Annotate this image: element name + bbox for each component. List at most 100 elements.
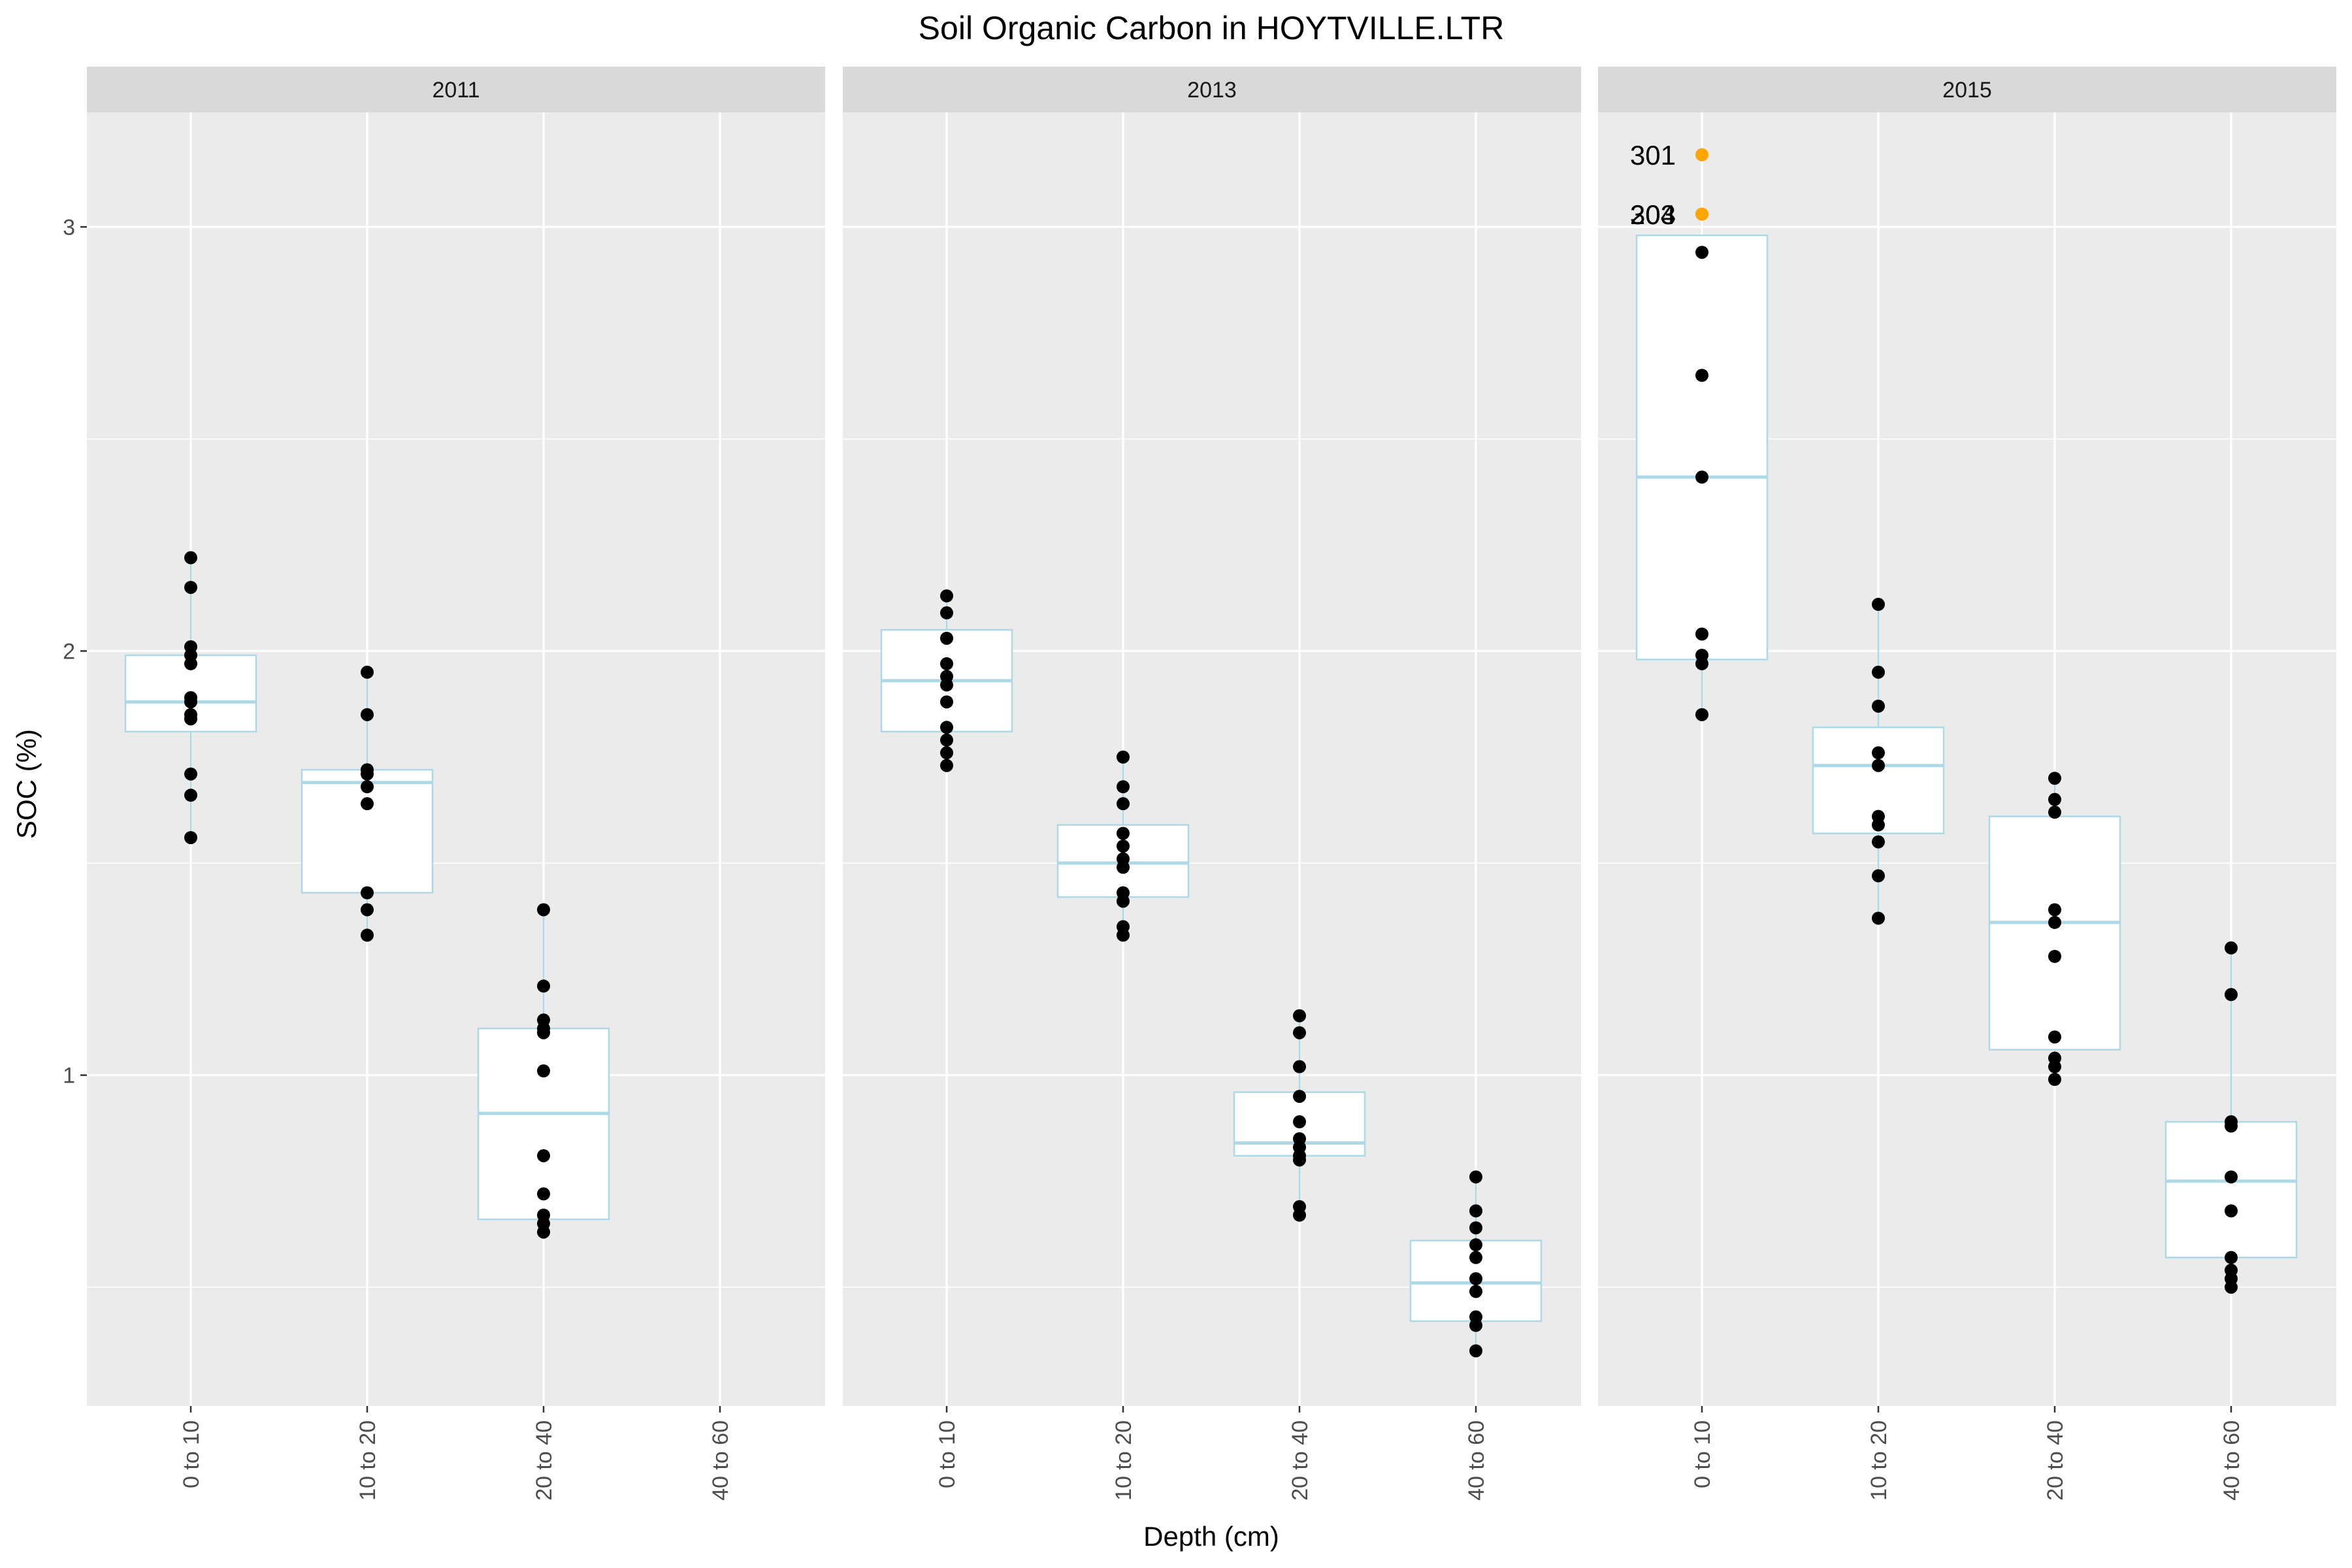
x-tick-label: 40 to 60	[708, 1420, 733, 1501]
data-point	[537, 1225, 550, 1239]
data-point	[184, 712, 197, 726]
data-point	[940, 606, 953, 620]
facet-strip-label: 2013	[1187, 78, 1237, 103]
data-point	[940, 733, 953, 747]
y-tick-label: 1	[63, 1064, 75, 1088]
data-point	[2048, 949, 2061, 963]
x-tick-label: 10 to 20	[1111, 1420, 1136, 1501]
data-point	[361, 708, 374, 721]
x-tick-label: 20 to 40	[532, 1420, 557, 1501]
x-tick-label: 20 to 40	[2043, 1420, 2068, 1501]
data-point	[1469, 1250, 1482, 1264]
data-point	[1293, 1090, 1306, 1103]
data-point	[1872, 699, 1885, 713]
data-point	[1117, 826, 1130, 840]
boxplot-20-to-40	[477, 903, 610, 1239]
outlier-label: 203	[1630, 199, 1676, 230]
data-point	[2048, 1060, 2061, 1073]
data-point	[1117, 860, 1130, 874]
facet-strip-label: 2011	[432, 78, 480, 103]
facet-panel-2011: 2011 0 to 10 10 to 20 20 to 40 40 to 60	[87, 67, 825, 1501]
boxplot-20-to-40	[1988, 772, 2121, 1086]
data-point	[1872, 759, 1885, 772]
data-point	[1117, 797, 1130, 811]
data-point	[940, 746, 953, 760]
data-point	[1469, 1221, 1482, 1235]
data-point	[537, 1149, 550, 1162]
data-point	[537, 979, 550, 993]
data-point	[940, 721, 953, 734]
data-point	[1695, 657, 1708, 670]
facet-panel-2013: 2013 0 to 10 10 to 20 20 to 40 40 to 60	[843, 67, 1581, 1501]
facet-strip-label: 2015	[1942, 78, 1992, 103]
x-tick-label: 20 to 40	[1288, 1420, 1313, 1501]
box-iqr	[1988, 815, 2121, 1051]
data-point	[1872, 835, 1885, 849]
data-point	[1293, 1060, 1306, 1073]
x-tick-label: 0 to 10	[1690, 1420, 1715, 1488]
data-point	[1293, 1115, 1306, 1129]
panel-background	[843, 112, 1581, 1406]
boxplot-40-to-60	[1409, 1170, 1543, 1358]
y-axis-title: SOC (%)	[11, 729, 42, 839]
y-tick-label: 3	[63, 215, 75, 240]
data-point	[184, 581, 197, 595]
boxplot-10-to-20	[1056, 750, 1190, 942]
data-point	[1469, 1272, 1482, 1286]
x-tick-label: 40 to 60	[1464, 1420, 1489, 1501]
data-point	[2048, 772, 2061, 785]
outlier-label: 301	[1630, 140, 1676, 171]
data-point	[361, 903, 374, 917]
data-point	[940, 631, 953, 645]
data-point	[1469, 1318, 1482, 1332]
data-point	[940, 657, 953, 670]
data-point	[1872, 665, 1885, 679]
data-point	[1293, 1153, 1306, 1167]
data-point	[1469, 1344, 1482, 1358]
boxplot-10-to-20	[1812, 598, 1945, 925]
facet-strip	[87, 67, 825, 112]
x-tick-label: 10 to 20	[355, 1420, 380, 1501]
data-point	[1293, 1009, 1306, 1022]
data-point	[2225, 988, 2238, 1002]
facet-strip	[843, 67, 1581, 112]
data-point	[537, 1026, 550, 1039]
data-point	[1469, 1284, 1482, 1298]
data-point	[184, 831, 197, 845]
data-point	[940, 695, 953, 709]
data-point	[184, 767, 197, 781]
data-point	[361, 767, 374, 781]
data-point	[2225, 941, 2238, 955]
data-point	[537, 1187, 550, 1201]
data-point	[1872, 869, 1885, 883]
data-point	[1872, 818, 1885, 832]
data-point	[1695, 627, 1708, 641]
data-point	[1872, 746, 1885, 760]
boxplot-40-to-60	[2164, 941, 2298, 1294]
data-point	[537, 1064, 550, 1078]
chart-title: Soil Organic Carbon in HOYTVILLE.LTR	[919, 10, 1505, 46]
data-point	[940, 589, 953, 603]
x-tick-label: 0 to 10	[179, 1420, 204, 1488]
box-iqr	[1635, 235, 1769, 661]
data-point	[2225, 1170, 2238, 1184]
data-point	[1695, 368, 1708, 382]
panel-background	[87, 112, 825, 1406]
boxplot-10-to-20	[301, 665, 434, 942]
data-point	[2048, 915, 2061, 929]
boxplot-0-to-10	[1635, 235, 1769, 721]
data-point	[940, 678, 953, 692]
data-point	[1695, 708, 1708, 721]
data-point	[1117, 840, 1130, 853]
data-point	[1469, 1238, 1482, 1252]
data-point	[361, 928, 374, 942]
data-point	[2048, 806, 2061, 819]
data-point	[1117, 928, 1130, 942]
boxplot-0-to-10	[880, 589, 1013, 772]
boxplot-20-to-40	[1233, 1009, 1366, 1222]
data-point	[361, 665, 374, 679]
data-point	[1695, 246, 1708, 259]
data-point	[2048, 1073, 2061, 1086]
